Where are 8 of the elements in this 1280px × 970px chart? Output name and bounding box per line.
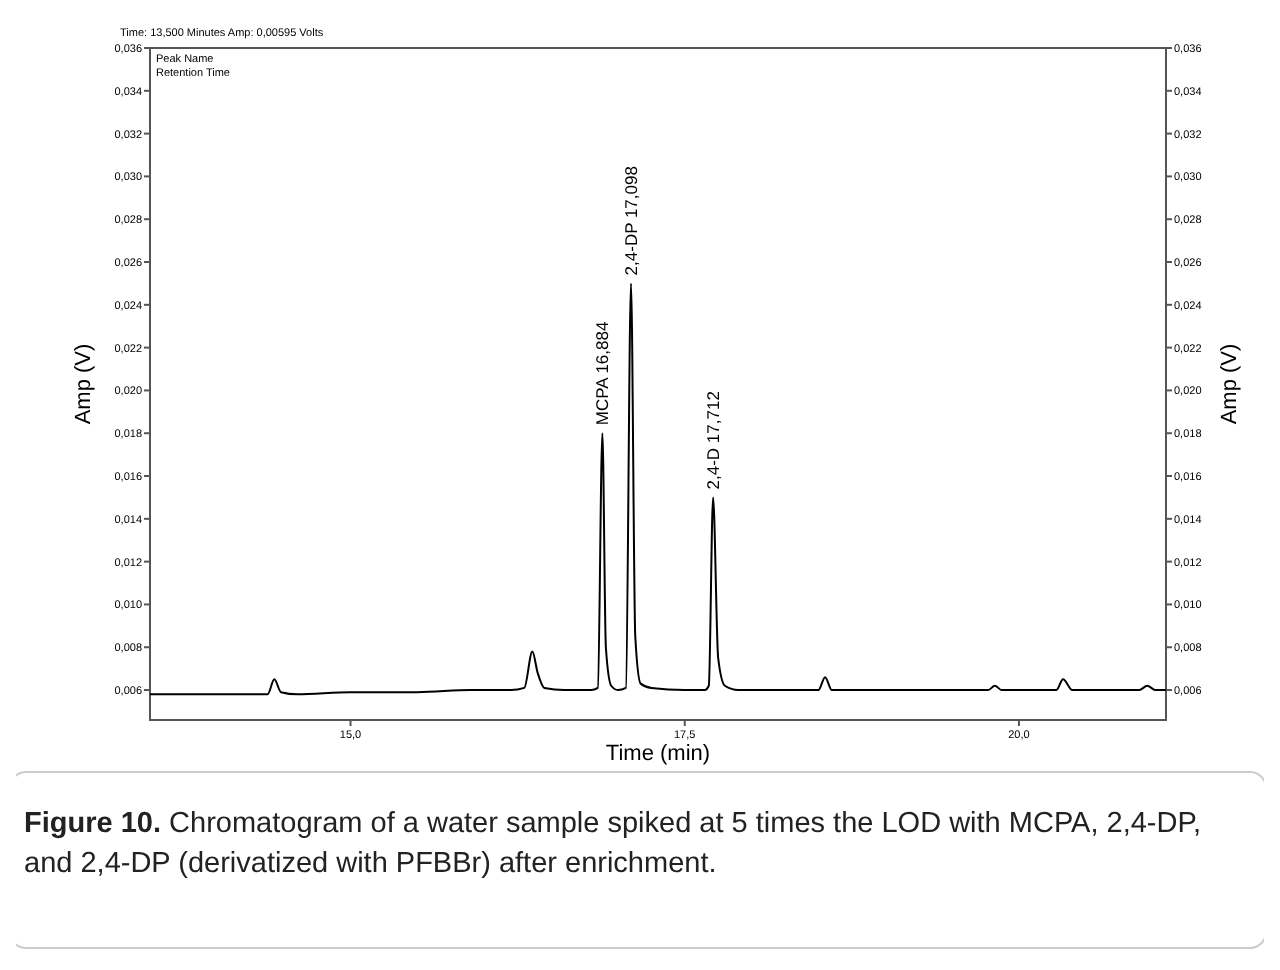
y2-axis-title: Amp (V) bbox=[1218, 343, 1242, 425]
caption: Figure 10. Chromatogram of a water sample spiked at 5 times the LOD with MCPA, 2,4-DP, and 2,4-DP (derivatized with PFBBr) after enrichment. bbox=[24, 806, 1204, 884]
annotation: 2,4-D 17,712 bbox=[703, 390, 724, 490]
y-axis-title: Amp (V) bbox=[72, 343, 96, 425]
annotation: 2,4-DP 17,098 bbox=[621, 165, 641, 276]
annotation: MCPA 16,884 bbox=[592, 321, 613, 426]
line-series bbox=[149, 282, 1167, 696]
x-axis-title: Time (min) bbox=[605, 742, 711, 766]
